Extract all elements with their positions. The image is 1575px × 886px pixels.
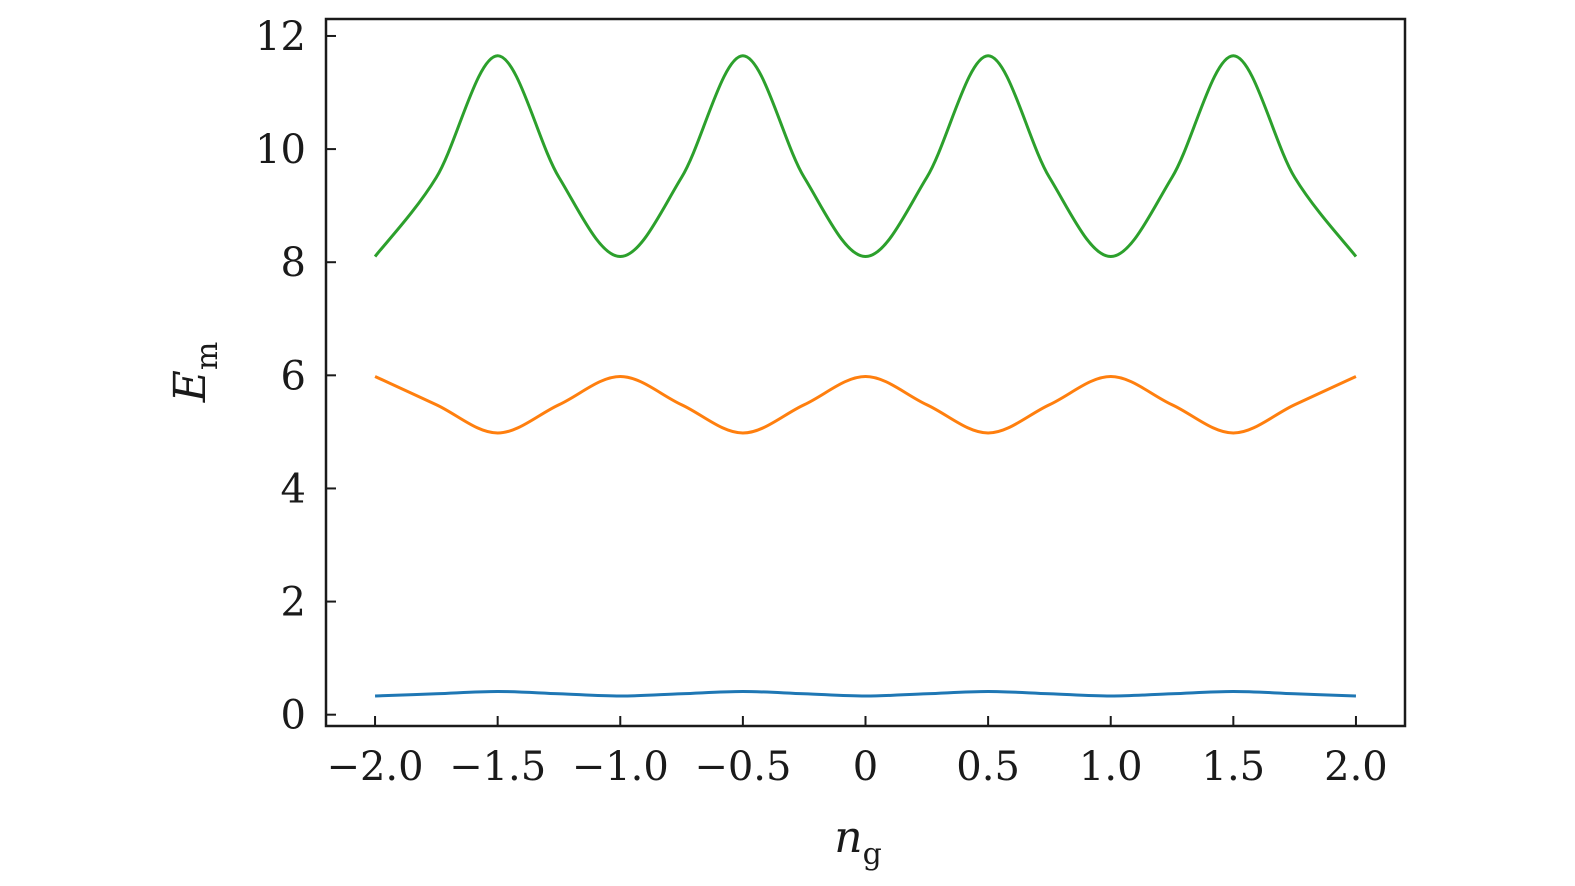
y-axis-ticks: 0 2 4 6 8 10 12 bbox=[255, 14, 336, 739]
y-tick-label: 8 bbox=[281, 240, 306, 286]
y-axis-title-sub: m bbox=[190, 342, 225, 370]
series-layer bbox=[373, 54, 1358, 698]
y-tick-label: 4 bbox=[281, 466, 306, 512]
y-tick-label: 2 bbox=[281, 580, 306, 626]
plot-frame bbox=[324, 17, 1407, 728]
y-tick-label: 12 bbox=[255, 14, 306, 60]
x-axis-title: ng bbox=[834, 812, 882, 872]
x-tick-label: −0.5 bbox=[694, 744, 791, 790]
x-axis-title-sub: g bbox=[863, 837, 882, 872]
y-tick-label: 6 bbox=[281, 353, 306, 399]
y-tick-label: 10 bbox=[255, 127, 306, 173]
x-tick-label: 0 bbox=[853, 744, 878, 790]
x-tick-label: 1.5 bbox=[1202, 744, 1266, 790]
x-tick-label: −1.0 bbox=[572, 744, 669, 790]
y-axis-title: Em bbox=[165, 342, 225, 404]
x-tick-label: −1.5 bbox=[449, 744, 546, 790]
x-tick-label: −2.0 bbox=[326, 744, 423, 790]
x-tick-label: 1.0 bbox=[1079, 744, 1143, 790]
x-tick-label: 2.0 bbox=[1324, 744, 1388, 790]
x-axis-title-main: n bbox=[834, 812, 862, 863]
x-axis-ticks: −2.0 −1.5 −1.0 −0.5 0 0.5 1.0 1.5 2.0 bbox=[326, 716, 1388, 790]
series-line-1 bbox=[374, 374, 1357, 435]
y-axis-title-main: E bbox=[165, 370, 216, 403]
x-tick-label: 0.5 bbox=[956, 744, 1020, 790]
series-line-0 bbox=[374, 690, 1357, 698]
y-tick-label: 0 bbox=[281, 693, 306, 739]
series-line-2 bbox=[373, 54, 1358, 259]
